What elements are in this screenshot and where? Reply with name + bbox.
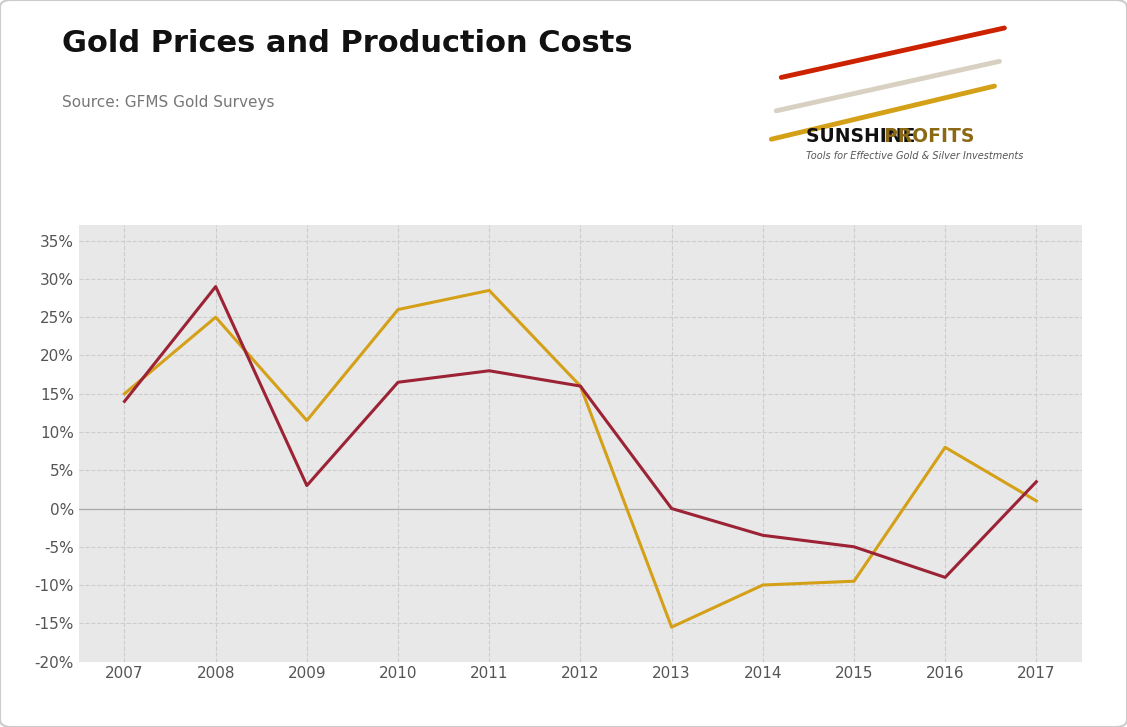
Text: Gold Prices and Production Costs: Gold Prices and Production Costs xyxy=(62,29,632,58)
Text: PROFITS: PROFITS xyxy=(806,127,974,146)
Text: Tools for Effective Gold & Silver Investments: Tools for Effective Gold & Silver Invest… xyxy=(806,151,1023,161)
Text: SUNSHINE: SUNSHINE xyxy=(806,127,922,146)
Text: Source: GFMS Gold Surveys: Source: GFMS Gold Surveys xyxy=(62,95,275,110)
